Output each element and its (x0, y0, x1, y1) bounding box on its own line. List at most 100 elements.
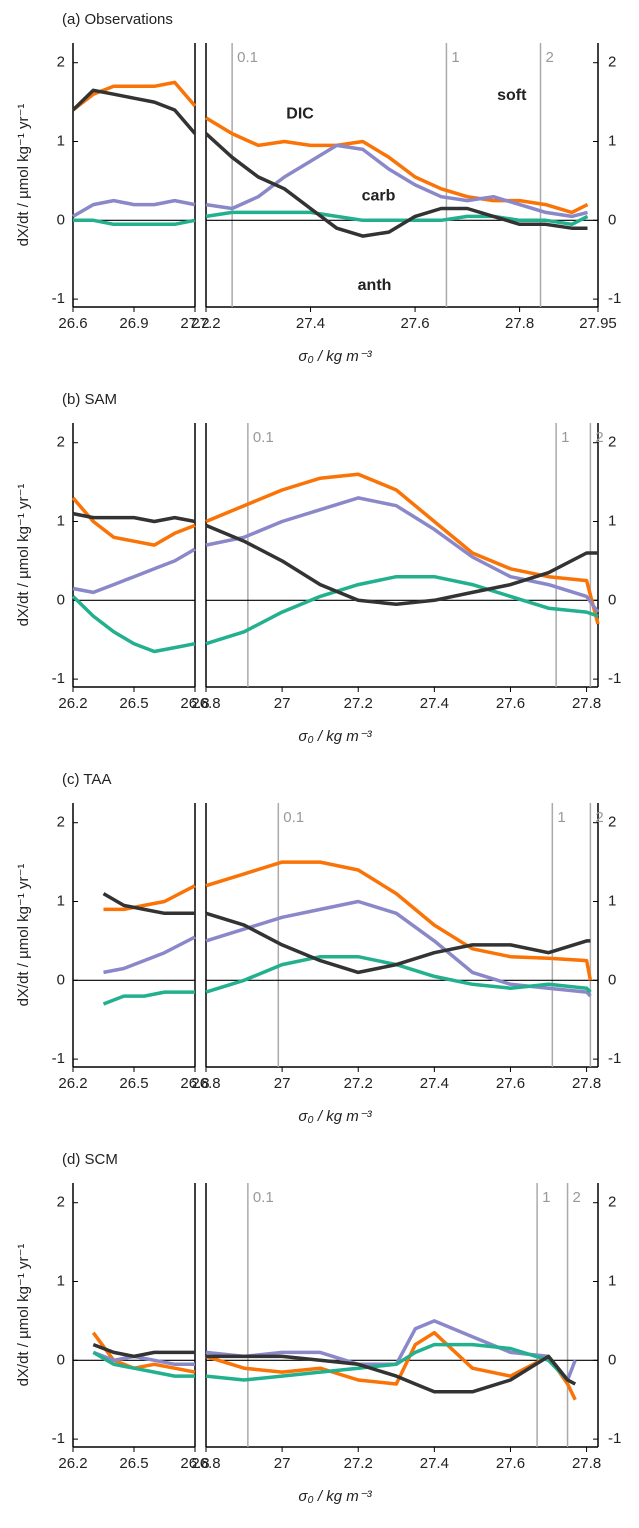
series-line (205, 472, 600, 625)
x-tick-label: 27.8 (572, 1455, 601, 1472)
y-tick-label: -1 (52, 290, 65, 307)
y-tick-label: 2 (57, 434, 65, 451)
panel-title: (c) TAA (62, 771, 111, 788)
series-line (72, 547, 196, 595)
x-tick-label: 27.2 (180, 315, 209, 332)
x-axis-label: σ₀ / kg m⁻³ (298, 1108, 372, 1125)
reference-label: 2 (595, 429, 603, 446)
y-tick-label: 1 (57, 512, 65, 529)
reference-label: 0.1 (283, 809, 304, 826)
series-line (102, 892, 195, 916)
reference-label: 0.1 (253, 429, 274, 446)
y-tick-label: 2 (57, 814, 65, 831)
series-line (91, 1331, 196, 1374)
x-tick-label: 27.2 (344, 1075, 373, 1092)
reference-label: 2 (573, 1189, 581, 1206)
x-tick-label: 26.8 (191, 1455, 220, 1472)
series-label: carb (362, 187, 396, 204)
y-tick-label: 1 (57, 1272, 65, 1289)
series-line (205, 210, 589, 227)
series-line (71, 80, 197, 112)
x-tick-label: 27.4 (420, 1455, 449, 1472)
x-tick-label: 26.9 (119, 315, 148, 332)
series-line (205, 143, 588, 219)
x-tick-label: 27.8 (572, 695, 601, 712)
x-tick-label: 27 (274, 695, 291, 712)
series-line (71, 595, 196, 654)
x-tick-label: 26.5 (119, 1455, 148, 1472)
y-tick-label: -1 (52, 670, 65, 687)
panel-title: (a) Observations (62, 11, 173, 28)
series-line (205, 496, 600, 614)
y-tick-label: -1 (608, 670, 621, 687)
x-tick-label: 26.2 (58, 695, 87, 712)
y-tick-label: -1 (52, 1430, 65, 1447)
series-line (205, 911, 591, 975)
series-label: anth (358, 277, 392, 294)
series-line (72, 198, 196, 218)
x-tick-label: 26.8 (191, 1075, 220, 1092)
panel-title: (d) SCM (62, 1151, 118, 1168)
series-line (92, 1350, 195, 1367)
series-line (71, 496, 196, 547)
series-line (205, 523, 598, 607)
series-line (73, 218, 196, 227)
reference-label: 2 (546, 49, 554, 66)
x-tick-label: 26.5 (119, 695, 148, 712)
x-tick-label: 26.8 (180, 1455, 209, 1472)
reference-label: 2 (595, 809, 603, 826)
x-tick-label: 27.4 (420, 695, 449, 712)
x-tick-label: 27.4 (420, 1075, 449, 1092)
series-line (103, 935, 196, 975)
y-tick-label: 1 (57, 892, 65, 909)
reference-label: 1 (557, 809, 565, 826)
x-tick-label: 27.2 (191, 315, 220, 332)
y-tick-label: 2 (608, 814, 616, 831)
y-tick-label: 0 (608, 591, 616, 608)
y-tick-label: -1 (608, 1430, 621, 1447)
x-tick-label: 27 (274, 1455, 291, 1472)
y-tick-label: 0 (608, 211, 616, 228)
y-tick-label: 1 (608, 132, 616, 149)
series-label: DIC (286, 105, 314, 122)
y-tick-label: 0 (608, 1351, 616, 1368)
y-tick-label: 1 (57, 132, 65, 149)
x-tick-label: 27.2 (344, 695, 373, 712)
y-tick-label: -1 (608, 290, 621, 307)
panel-title: (b) SAM (62, 391, 117, 408)
series-line (205, 574, 599, 646)
series-line (71, 88, 197, 135)
x-tick-label: 26.8 (180, 695, 209, 712)
reference-label: 1 (542, 1189, 550, 1206)
y-axis-label: dX/dt / µmol kg⁻¹ yr⁻¹ (15, 484, 32, 627)
y-tick-label: -1 (608, 1050, 621, 1067)
reference-label: 0.1 (253, 1189, 274, 1206)
y-tick-label: 0 (57, 591, 65, 608)
series-line (102, 990, 195, 1006)
x-axis-label: σ₀ / kg m⁻³ (298, 348, 372, 365)
y-tick-label: 1 (608, 512, 616, 529)
y-axis-label: dX/dt / µmol kg⁻¹ yr⁻¹ (15, 864, 32, 1007)
series-line (204, 132, 588, 238)
x-tick-label: 27.6 (400, 315, 429, 332)
x-tick-label: 27.8 (505, 315, 534, 332)
series-line (205, 860, 593, 981)
x-tick-label: 27.4 (296, 315, 325, 332)
series-line (92, 1342, 195, 1359)
x-axis-label: σ₀ / kg m⁻³ (298, 1488, 372, 1505)
x-tick-label: 27 (274, 1075, 291, 1092)
series-label: soft (497, 87, 527, 104)
x-tick-label: 27.2 (344, 1455, 373, 1472)
series-line (72, 511, 196, 524)
y-tick-label: 2 (608, 434, 616, 451)
y-tick-label: 2 (608, 54, 616, 71)
x-tick-label: 26.5 (119, 1075, 148, 1092)
series-line (206, 1354, 577, 1394)
y-tick-label: 0 (57, 971, 65, 988)
reference-label: 0.1 (237, 49, 258, 66)
reference-label: 1 (561, 429, 569, 446)
x-tick-label: 27.8 (572, 1075, 601, 1092)
y-tick-label: 2 (608, 1194, 616, 1211)
y-tick-label: 0 (57, 211, 65, 228)
